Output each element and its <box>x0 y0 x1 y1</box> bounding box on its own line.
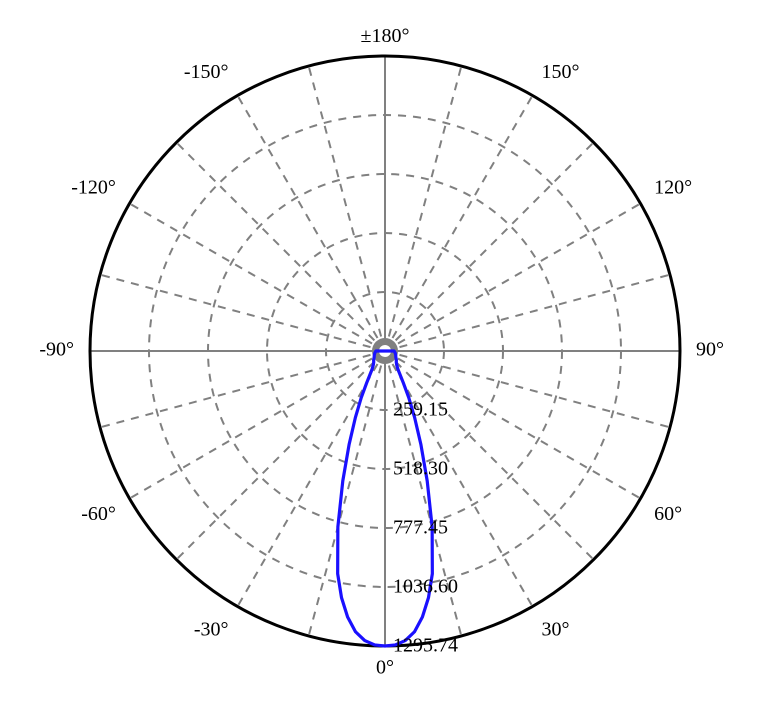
angle-label: ±180° <box>361 25 410 47</box>
angle-label: 30° <box>541 619 569 641</box>
ring-label: 518.30 <box>393 458 448 480</box>
angle-label: -90° <box>39 339 74 361</box>
angle-label: 90° <box>696 339 724 361</box>
angle-label: 0° <box>376 657 394 679</box>
angle-label: -120° <box>71 177 116 199</box>
ring-label: 1295.74 <box>393 635 458 657</box>
angle-label: 150° <box>541 61 579 83</box>
ring-label: 259.15 <box>393 399 448 421</box>
ring-label: 777.45 <box>393 517 448 539</box>
angle-label: -60° <box>81 503 116 525</box>
angle-label: 120° <box>654 177 692 199</box>
angle-label: -150° <box>184 61 229 83</box>
ring-label: 1036.60 <box>393 576 458 598</box>
angle-label: 60° <box>654 503 682 525</box>
polar-chart: 259.15 518.30 777.45 1036.60 1295.740° 30° 60°… <box>0 0 770 701</box>
angle-label: -30° <box>194 619 229 641</box>
